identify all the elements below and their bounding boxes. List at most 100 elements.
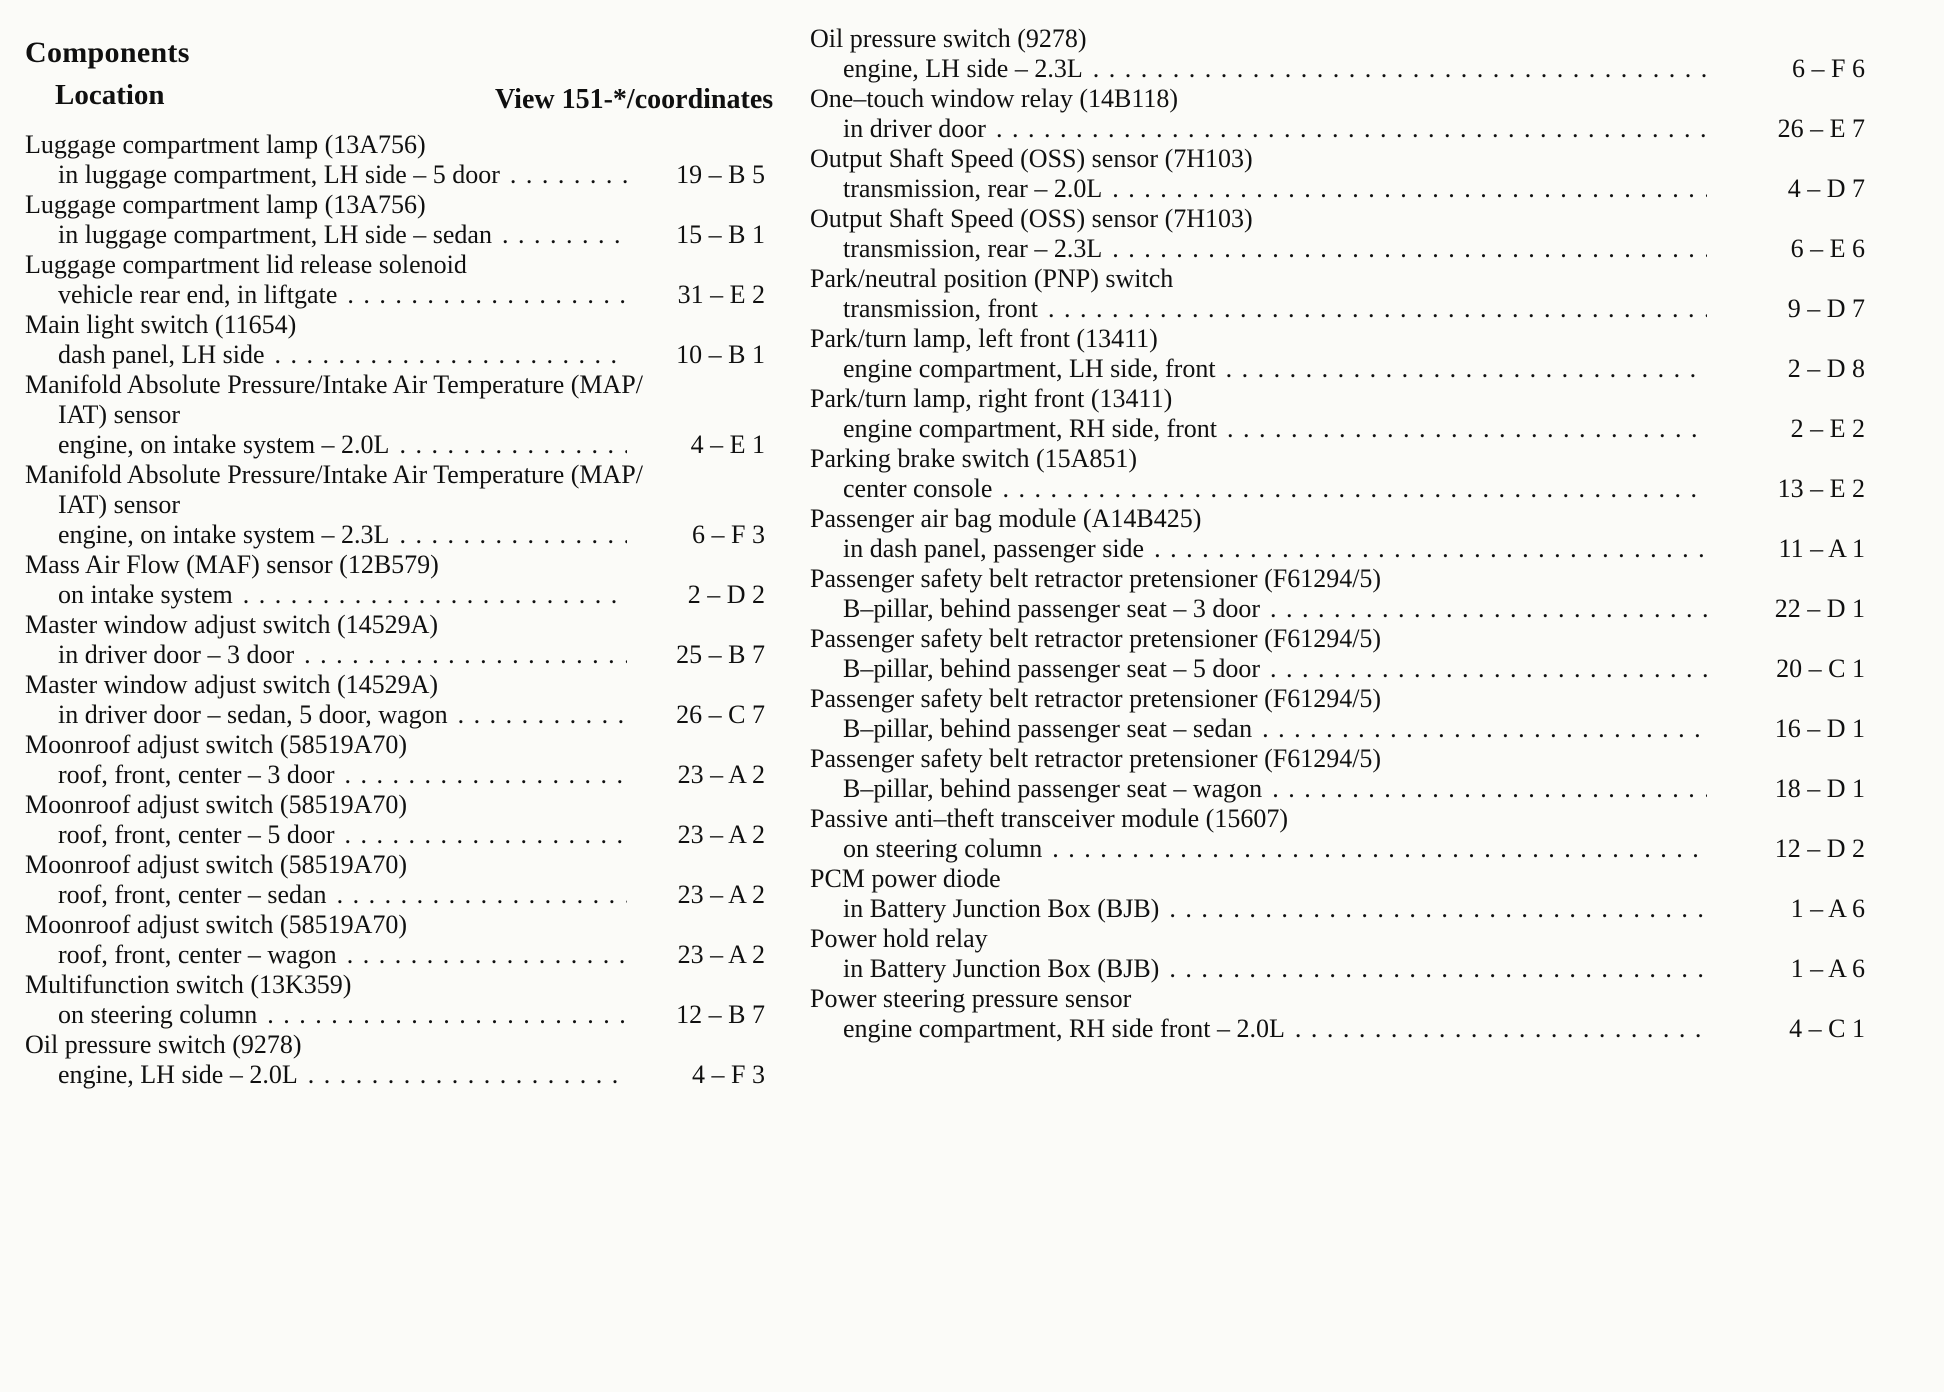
component-entry: Passenger safety belt retractor pretensi… xyxy=(810,744,1865,804)
dot-leader xyxy=(502,220,627,250)
dot-leader xyxy=(337,880,627,910)
component-name: Passive anti–theft transceiver module (1… xyxy=(810,804,1288,833)
coordinate: 26 – C 7 xyxy=(676,700,765,729)
component-entry: Oil pressure switch (9278) engine, LH sid… xyxy=(810,24,1865,84)
component-entry: Luggage compartment lamp (13A756) in lugg… xyxy=(25,190,765,250)
location-row: transmission, rear – 2.3L 6 – E 6 xyxy=(810,234,1865,264)
coordinate: 6 – F 6 xyxy=(1792,54,1865,83)
location-row: roof, front, center – sedan 23 – A 2 xyxy=(25,880,765,910)
location-text: B–pillar, behind passenger seat – sedan xyxy=(843,714,1253,743)
component-name: Luggage compartment lamp (13A756) xyxy=(25,190,426,219)
component-name: Multifunction switch (13K359) xyxy=(25,970,352,999)
dot-leader xyxy=(304,640,627,670)
location-text: in Battery Junction Box (BJB) xyxy=(843,894,1160,923)
dot-leader xyxy=(1272,774,1707,804)
location-text: B–pillar, behind passenger seat – 5 door xyxy=(843,654,1261,683)
manual-page: Components Location View 151-*/coordinat… xyxy=(0,0,1944,1090)
location-text: engine, on intake system – 2.0L xyxy=(58,430,390,459)
dot-leader xyxy=(510,160,627,190)
component-entry: Passenger air bag module (A14B425) in das… xyxy=(810,504,1865,564)
location-row: B–pillar, behind passenger seat – 5 door… xyxy=(810,654,1865,684)
component-entry: Park/neutral position (PNP) switch transm… xyxy=(810,264,1865,324)
component-entry: Parking brake switch (15A851) center cons… xyxy=(810,444,1865,504)
coordinate: 23 – A 2 xyxy=(677,880,765,909)
location-text: engine compartment, RH side, front xyxy=(843,414,1218,443)
component-entry: Manifold Absolute Pressure/Intake Air Te… xyxy=(25,370,765,460)
coordinate: 2 – D 8 xyxy=(1787,354,1865,383)
coordinate: 13 – E 2 xyxy=(1777,474,1865,503)
component-entry: Power steering pressure sensor engine com… xyxy=(810,984,1865,1044)
page-header: Components Location View 151-*/coordinat… xyxy=(25,36,773,120)
component-name: Master window adjust switch (14529A) xyxy=(25,610,439,639)
component-entry: PCM power diode in Battery Junction Box (… xyxy=(810,864,1865,924)
component-name: Power hold relay xyxy=(810,924,988,953)
location-row: engine compartment, LH side, front 2 – D … xyxy=(810,354,1865,384)
location-text: B–pillar, behind passenger seat – wagon xyxy=(843,774,1263,803)
component-entry: Main light switch (11654) dash panel, LH … xyxy=(25,310,765,370)
location-text: on intake system xyxy=(58,580,233,609)
component-name: Moonroof adjust switch (58519A70) xyxy=(25,850,408,879)
component-name: Moonroof adjust switch (58519A70) xyxy=(25,790,408,819)
component-entry: One–touch window relay (14B118) in driver… xyxy=(810,84,1865,144)
location-row: vehicle rear end, in liftgate 31 – E 2 xyxy=(25,280,765,310)
dot-leader xyxy=(345,820,627,850)
location-row: roof, front, center – 5 door 23 – A 2 xyxy=(25,820,765,850)
subheader-row: Location View 151-*/coordinates xyxy=(25,78,773,120)
location-text: in driver door xyxy=(843,114,986,143)
coordinate: 6 – F 3 xyxy=(692,520,765,549)
component-entry: Oil pressure switch (9278) engine, LH sid… xyxy=(25,1030,765,1090)
page-title: Components xyxy=(25,36,190,69)
dot-leader xyxy=(308,1060,627,1090)
location-row: transmission, front 9 – D 7 xyxy=(810,294,1865,324)
location-row: engine, on intake system – 2.3L 6 – F 3 xyxy=(25,520,765,550)
location-text: in dash panel, passenger side xyxy=(843,534,1145,563)
location-row: in driver door 26 – E 7 xyxy=(810,114,1865,144)
component-entry: Park/turn lamp, left front (13411) engine… xyxy=(810,324,1865,384)
coordinate: 16 – D 1 xyxy=(1774,714,1865,743)
dot-leader xyxy=(1262,714,1707,744)
coordinate: 9 – D 7 xyxy=(1787,294,1865,323)
component-entry: Output Shaft Speed (OSS) sensor (7H103) t… xyxy=(810,204,1865,264)
dot-leader xyxy=(399,430,627,460)
coordinate: 19 – B 5 xyxy=(676,160,765,189)
dot-leader xyxy=(996,114,1707,144)
location-row: B–pillar, behind passenger seat – sedan 1… xyxy=(810,714,1865,744)
location-text: engine compartment, RH side front – 2.0L xyxy=(843,1014,1285,1043)
location-heading: Location xyxy=(55,79,165,111)
component-entry: Moonroof adjust switch (58519A70) roof, f… xyxy=(25,850,765,910)
component-name-continuation: IAT) sensor xyxy=(58,400,181,429)
location-row: engine, on intake system – 2.0L 4 – E 1 xyxy=(25,430,765,460)
dot-leader xyxy=(347,940,627,970)
component-name: Moonroof adjust switch (58519A70) xyxy=(25,910,408,939)
location-row: in driver door – 3 door 25 – B 7 xyxy=(25,640,765,670)
coordinate: 26 – E 7 xyxy=(1777,114,1865,143)
location-row: in Battery Junction Box (BJB) 1 – A 6 xyxy=(810,954,1865,984)
location-text: transmission, rear – 2.3L xyxy=(843,234,1103,263)
component-name: Parking brake switch (15A851) xyxy=(810,444,1138,473)
component-entry: Passive anti–theft transceiver module (1… xyxy=(810,804,1865,864)
location-text: in driver door – sedan, 5 door, wagon xyxy=(58,700,448,729)
coordinate: 15 – B 1 xyxy=(676,220,765,249)
location-row: roof, front, center – 3 door 23 – A 2 xyxy=(25,760,765,790)
location-text: in Battery Junction Box (BJB) xyxy=(843,954,1160,983)
dot-leader xyxy=(1270,594,1707,624)
coordinate: 18 – D 1 xyxy=(1774,774,1865,803)
component-entry: Multifunction switch (13K359) on steering… xyxy=(25,970,765,1030)
coordinate: 25 – B 7 xyxy=(676,640,765,669)
component-name: Main light switch (11654) xyxy=(25,310,297,339)
coordinate: 4 – E 1 xyxy=(690,430,765,459)
dot-leader xyxy=(1048,294,1707,324)
location-text: roof, front, center – 3 door xyxy=(58,760,335,789)
dot-leader xyxy=(1226,354,1707,384)
dot-leader xyxy=(1169,954,1707,984)
location-text: engine, LH side – 2.0L xyxy=(58,1060,298,1089)
location-row: in luggage compartment, LH side – 5 door… xyxy=(25,160,765,190)
dot-leader xyxy=(1295,1014,1707,1044)
component-list-right: Oil pressure switch (9278) engine, LH sid… xyxy=(810,24,1865,1044)
component-entry: Output Shaft Speed (OSS) sensor (7H103) t… xyxy=(810,144,1865,204)
location-row: in dash panel, passenger side 11 – A 1 xyxy=(810,534,1865,564)
location-text: transmission, rear – 2.0L xyxy=(843,174,1103,203)
location-row: in luggage compartment, LH side – sedan 1… xyxy=(25,220,765,250)
dot-leader xyxy=(267,1000,627,1030)
left-column: Components Location View 151-*/coordinat… xyxy=(25,24,773,1090)
